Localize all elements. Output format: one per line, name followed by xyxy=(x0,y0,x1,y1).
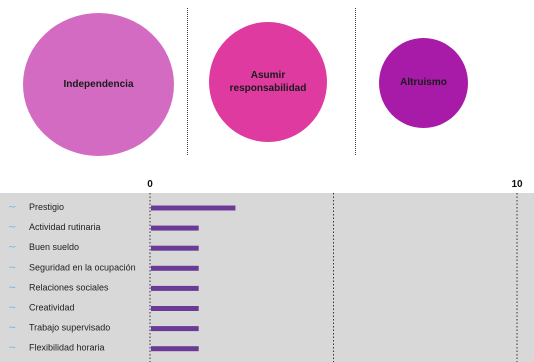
tilde-icon: ~ xyxy=(8,262,16,273)
bubble-divider xyxy=(187,8,188,155)
bar xyxy=(151,225,199,231)
x-tick-label: 0 xyxy=(147,179,153,190)
bubble-label: Independencia xyxy=(63,78,134,90)
tilde-icon: ~ xyxy=(8,202,16,213)
x-axis-ticks: 0 10 xyxy=(147,179,523,190)
chart-rows: ~ Prestigio ~ Actividad rutinaria ~ Buen suel… xyxy=(8,202,236,354)
bar xyxy=(151,285,199,291)
tilde-icon: ~ xyxy=(8,323,16,334)
bar xyxy=(151,265,199,271)
tilde-icon: ~ xyxy=(8,242,16,253)
bubble-altruismo: Altruismo xyxy=(379,38,468,128)
category-label: Creatividad xyxy=(29,303,75,313)
category-label: Prestigio xyxy=(29,202,64,212)
bubble-asumir-responsabilidad: Asumir responsabilidad xyxy=(209,22,327,142)
category-label: Trabajo supervisado xyxy=(29,323,110,333)
category-label: Seguridad en la ocupación xyxy=(29,262,136,272)
bar xyxy=(151,306,199,311)
tilde-icon: ~ xyxy=(8,343,16,354)
bubble-label: Altruismo xyxy=(400,77,447,89)
bubble-independencia: Independencia xyxy=(23,13,174,156)
bubble-label: Asumir responsabilidad xyxy=(229,69,307,95)
bubble-divider xyxy=(355,8,356,155)
bubble-panel: Independencia Asumir responsabilidad Alt… xyxy=(0,0,534,170)
bar xyxy=(151,245,199,251)
category-label: Flexibilidad horaria xyxy=(29,343,105,353)
bar xyxy=(151,205,236,211)
bar xyxy=(151,326,199,332)
tilde-icon: ~ xyxy=(8,282,16,293)
category-label: Actividad rutinaria xyxy=(29,222,101,232)
tilde-icon: ~ xyxy=(8,222,16,233)
chart-grid xyxy=(149,193,518,362)
bar xyxy=(151,346,199,352)
chart-panel xyxy=(0,193,534,362)
tilde-icon: ~ xyxy=(8,303,16,314)
category-label: Relaciones sociales xyxy=(29,282,109,292)
category-label: Buen sueldo xyxy=(29,242,79,252)
x-tick-label: 10 xyxy=(511,179,523,190)
